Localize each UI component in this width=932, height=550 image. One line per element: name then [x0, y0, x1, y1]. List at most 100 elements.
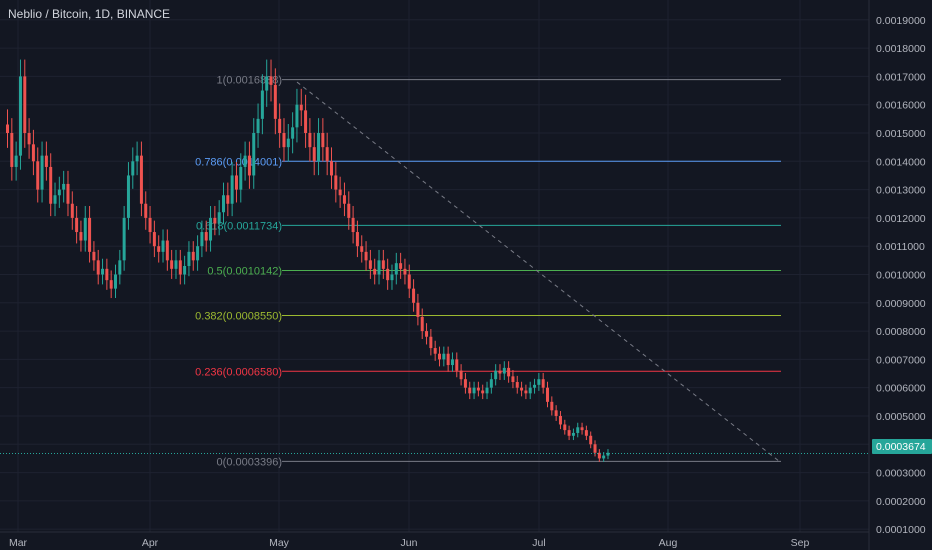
candle-body — [122, 217, 126, 261]
candle-body — [157, 246, 161, 252]
candle-body — [342, 195, 346, 204]
candle-body — [118, 260, 122, 275]
candle-body — [502, 367, 506, 374]
candle-body — [468, 387, 472, 394]
candle-body — [209, 217, 213, 241]
price-tick-label: 0.0019000 — [876, 15, 926, 27]
candle-body — [70, 203, 74, 218]
candle-body — [481, 390, 485, 394]
candle-body — [135, 155, 139, 162]
candle-body — [49, 166, 53, 204]
candle-body — [563, 424, 567, 431]
candle-body — [286, 138, 290, 148]
candle-body — [187, 251, 191, 266]
candle-body — [498, 370, 502, 374]
candle-body — [44, 155, 48, 167]
candle-body — [200, 232, 204, 247]
fib-level-label: 0.618(0.0011734) — [196, 220, 282, 232]
candle-body — [312, 147, 316, 162]
price-tick-label: 0.0005000 — [876, 411, 926, 423]
candle-body — [403, 268, 407, 275]
candle-body — [83, 217, 87, 241]
candle-body — [148, 217, 152, 233]
candle-body — [446, 353, 450, 366]
candle-body — [278, 118, 282, 133]
candle-body — [554, 410, 558, 416]
candle-body — [541, 379, 545, 388]
candle-body — [420, 316, 424, 332]
candle-body — [533, 384, 537, 388]
candle-body — [291, 127, 295, 139]
candle-body — [256, 118, 260, 133]
candle-body — [308, 133, 312, 148]
candle-body — [317, 133, 321, 162]
candle-body — [217, 212, 221, 224]
price-tick-label: 0.0013000 — [876, 185, 926, 197]
candle-body — [606, 452, 610, 456]
candle-body — [386, 268, 390, 281]
price-tick-label: 0.0014000 — [876, 156, 926, 168]
candle-body — [476, 387, 480, 391]
candle-body — [507, 367, 511, 377]
price-tick-label: 0.0011000 — [876, 241, 925, 253]
candle-body — [373, 268, 377, 275]
candle-body — [282, 133, 286, 148]
fib-level-label: 0.786(0.0014001) — [195, 156, 282, 168]
candle-body — [191, 251, 195, 261]
last-price-label: 0.0003674 — [872, 439, 932, 454]
candle-body — [576, 427, 580, 433]
price-tick-label: 0.0015000 — [876, 128, 926, 140]
candle-body — [222, 195, 225, 213]
candle-body — [546, 387, 549, 402]
candle-body — [178, 260, 182, 275]
symbol-title: Neblio / Bitcoin, 1D, BINANCE — [8, 7, 171, 21]
candle-body — [399, 263, 403, 269]
candle-body — [183, 266, 187, 275]
candle-body — [239, 166, 243, 190]
candle-body — [351, 217, 355, 233]
candle-body — [204, 232, 208, 241]
price-tick-label: 0.0018000 — [876, 43, 926, 55]
price-tick-label: 0.0006000 — [876, 383, 926, 395]
candle-body — [580, 427, 584, 431]
time-tick-label: Mar — [9, 537, 28, 549]
candle-body — [101, 268, 105, 275]
trend-line[interactable] — [296, 81, 782, 464]
candle-body — [31, 144, 35, 162]
candle-body — [520, 387, 524, 391]
price-tick-label: 0.0009000 — [876, 298, 926, 310]
time-axis[interactable]: Mar Apr May Jun Jul Aug Sep — [9, 537, 810, 549]
candle-body — [338, 189, 342, 196]
candle-body — [567, 430, 571, 436]
candle-body — [425, 331, 429, 337]
candle-body — [304, 110, 308, 133]
candle-body — [407, 274, 411, 289]
candle-body — [321, 133, 325, 148]
candle-body — [10, 133, 14, 167]
fib-retracement[interactable]: 1(0.0016888)0.786(0.0014001)0.618(0.0011… — [195, 75, 781, 469]
last-price-badge — [872, 439, 932, 454]
time-tick-label: Apr — [142, 537, 159, 549]
price-tick-label: 0.0008000 — [876, 326, 926, 338]
candle-body — [325, 147, 329, 162]
candle-body — [139, 155, 143, 204]
candle-body — [360, 246, 364, 252]
candle-body — [75, 217, 79, 233]
price-tick-label: 0.0012000 — [876, 213, 926, 225]
candle-body — [295, 104, 299, 128]
candle-body — [416, 302, 420, 317]
candle-body — [584, 430, 588, 436]
candle-body — [273, 84, 277, 119]
candle-body — [114, 274, 117, 289]
candle-body — [511, 376, 515, 383]
candle-body — [334, 175, 338, 190]
candle-body — [18, 76, 22, 156]
candle-body — [364, 251, 368, 261]
candle-body — [394, 263, 398, 275]
candle-body — [152, 232, 156, 247]
candle-body — [429, 336, 433, 349]
candle-body — [36, 161, 40, 190]
candle-body — [381, 260, 385, 269]
